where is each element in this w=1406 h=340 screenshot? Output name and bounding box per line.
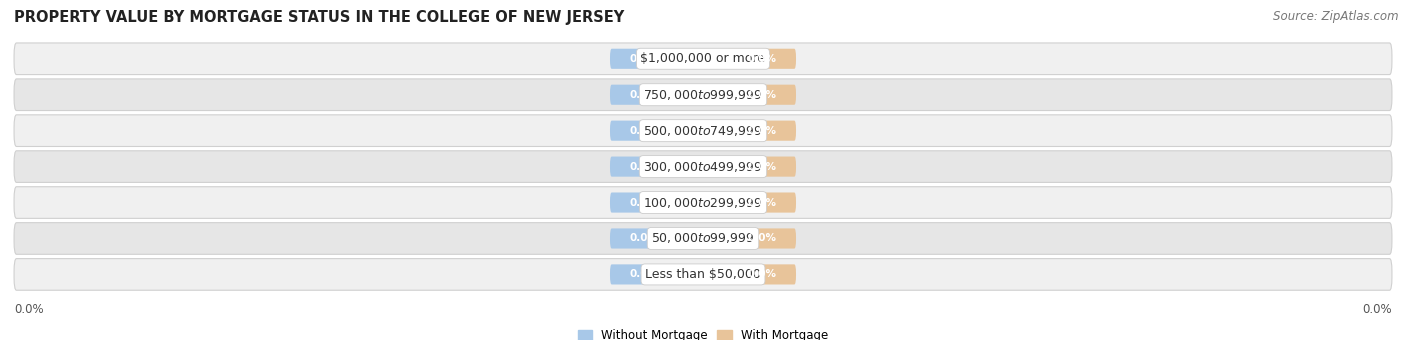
Text: 0.0%: 0.0% (747, 162, 776, 172)
FancyBboxPatch shape (14, 151, 1392, 183)
FancyBboxPatch shape (610, 228, 679, 249)
FancyBboxPatch shape (14, 43, 1392, 74)
FancyBboxPatch shape (610, 49, 679, 69)
Text: $750,000 to $999,999: $750,000 to $999,999 (644, 88, 762, 102)
Text: $500,000 to $749,999: $500,000 to $749,999 (644, 124, 762, 138)
Text: 0.0%: 0.0% (630, 126, 659, 136)
FancyBboxPatch shape (727, 228, 796, 249)
Text: 0.0%: 0.0% (630, 198, 659, 207)
FancyBboxPatch shape (14, 223, 1392, 254)
FancyBboxPatch shape (610, 156, 679, 177)
FancyBboxPatch shape (610, 192, 679, 212)
FancyBboxPatch shape (727, 85, 796, 105)
FancyBboxPatch shape (14, 79, 1392, 111)
Text: 0.0%: 0.0% (747, 54, 776, 64)
Text: Less than $50,000: Less than $50,000 (645, 268, 761, 281)
FancyBboxPatch shape (610, 85, 679, 105)
Text: 0.0%: 0.0% (747, 90, 776, 100)
FancyBboxPatch shape (727, 121, 796, 141)
Text: 0.0%: 0.0% (630, 234, 659, 243)
FancyBboxPatch shape (14, 259, 1392, 290)
Text: $300,000 to $499,999: $300,000 to $499,999 (644, 159, 762, 174)
Text: 0.0%: 0.0% (747, 126, 776, 136)
Text: 0.0%: 0.0% (1362, 303, 1392, 316)
Text: 0.0%: 0.0% (630, 90, 659, 100)
Text: 0.0%: 0.0% (630, 54, 659, 64)
Text: 0.0%: 0.0% (747, 269, 776, 279)
Text: PROPERTY VALUE BY MORTGAGE STATUS IN THE COLLEGE OF NEW JERSEY: PROPERTY VALUE BY MORTGAGE STATUS IN THE… (14, 10, 624, 25)
FancyBboxPatch shape (727, 265, 796, 285)
FancyBboxPatch shape (610, 265, 679, 285)
Text: $50,000 to $99,999: $50,000 to $99,999 (651, 232, 755, 245)
Text: 0.0%: 0.0% (630, 162, 659, 172)
Text: Source: ZipAtlas.com: Source: ZipAtlas.com (1274, 10, 1399, 23)
Text: $100,000 to $299,999: $100,000 to $299,999 (644, 195, 762, 209)
FancyBboxPatch shape (14, 187, 1392, 218)
FancyBboxPatch shape (610, 121, 679, 141)
Text: 0.0%: 0.0% (747, 234, 776, 243)
Text: 0.0%: 0.0% (630, 269, 659, 279)
FancyBboxPatch shape (14, 115, 1392, 147)
Text: $1,000,000 or more: $1,000,000 or more (641, 52, 765, 65)
Legend: Without Mortgage, With Mortgage: Without Mortgage, With Mortgage (578, 329, 828, 340)
Text: 0.0%: 0.0% (747, 198, 776, 207)
Text: 0.0%: 0.0% (14, 303, 44, 316)
FancyBboxPatch shape (727, 156, 796, 177)
FancyBboxPatch shape (727, 192, 796, 212)
FancyBboxPatch shape (727, 49, 796, 69)
